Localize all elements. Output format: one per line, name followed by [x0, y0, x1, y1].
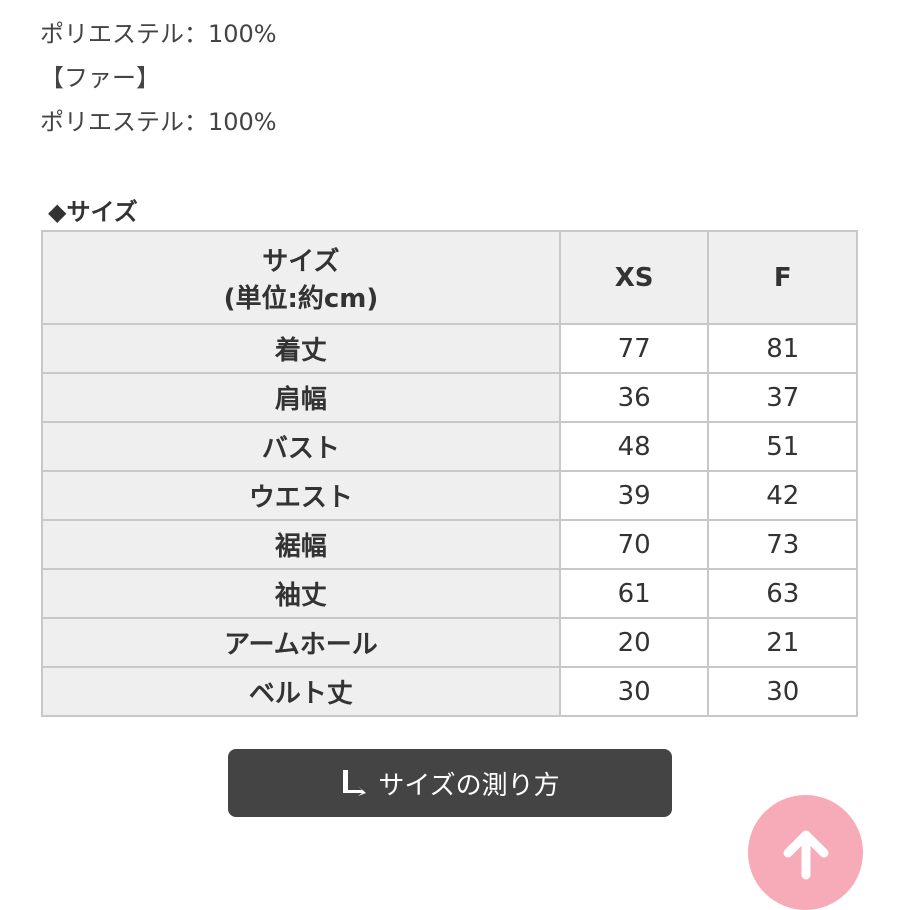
- table-row: バスト 48 51: [41, 421, 858, 472]
- table-row: ベルト丈 30 30: [41, 666, 858, 717]
- table-header-row: サイズ (単位:約cm) XS F: [41, 230, 858, 325]
- row-label: ベルト丈: [41, 666, 561, 717]
- material-line: ポリエステル：100%: [40, 20, 277, 48]
- row-label: 裾幅: [41, 519, 561, 570]
- header-label: サイズ (単位:約cm): [41, 230, 561, 325]
- row-value: 21: [707, 617, 858, 668]
- row-value: 39: [558, 470, 710, 521]
- table-row: 着丈 77 81: [41, 323, 858, 374]
- table-row: 肩幅 36 37: [41, 372, 858, 423]
- table-row: ウエスト 39 42: [41, 470, 858, 521]
- row-label: 袖丈: [41, 568, 561, 619]
- row-value: 51: [707, 421, 858, 472]
- row-value: 30: [558, 666, 710, 717]
- size-table: サイズ (単位:約cm) XS F 着丈 77 81 肩幅 36 37 バスト 48 51 ウエスト…: [41, 230, 858, 717]
- row-value: 20: [558, 617, 710, 668]
- row-value: 30: [707, 666, 858, 717]
- row-value: 77: [558, 323, 710, 374]
- material-line: 【ファー】: [40, 64, 160, 92]
- table-row: アームホール 20 21: [41, 617, 858, 668]
- table-row: 袖丈 61 63: [41, 568, 858, 619]
- row-value: 70: [558, 519, 710, 570]
- row-value: 73: [707, 519, 858, 570]
- header-size-xs: XS: [558, 230, 710, 325]
- material-line: ポリエステル：100%: [40, 108, 277, 136]
- row-label: 肩幅: [41, 372, 561, 423]
- row-value: 48: [558, 421, 710, 472]
- row-value: 36: [558, 372, 710, 423]
- row-value: 37: [707, 372, 858, 423]
- ruler-icon: [343, 770, 367, 796]
- row-value: 42: [707, 470, 858, 521]
- row-value: 63: [707, 568, 858, 619]
- row-label: バスト: [41, 421, 561, 472]
- scroll-to-top-button[interactable]: [748, 795, 863, 910]
- row-label: 着丈: [41, 323, 561, 374]
- arrow-up-icon: [783, 830, 828, 879]
- table-row: 裾幅 70 73: [41, 519, 858, 570]
- measure-guide-label: サイズの測り方: [378, 770, 560, 801]
- header-label-line1: サイズ: [262, 246, 340, 277]
- row-value: 61: [558, 568, 710, 619]
- row-label: ウエスト: [41, 470, 561, 521]
- header-size-f: F: [707, 230, 858, 325]
- header-label-line2: (単位:約cm): [223, 283, 379, 314]
- row-label: アームホール: [41, 617, 561, 668]
- measure-guide-button[interactable]: サイズの測り方: [228, 749, 672, 817]
- section-title: ◆サイズ: [48, 198, 138, 226]
- row-value: 81: [707, 323, 858, 374]
